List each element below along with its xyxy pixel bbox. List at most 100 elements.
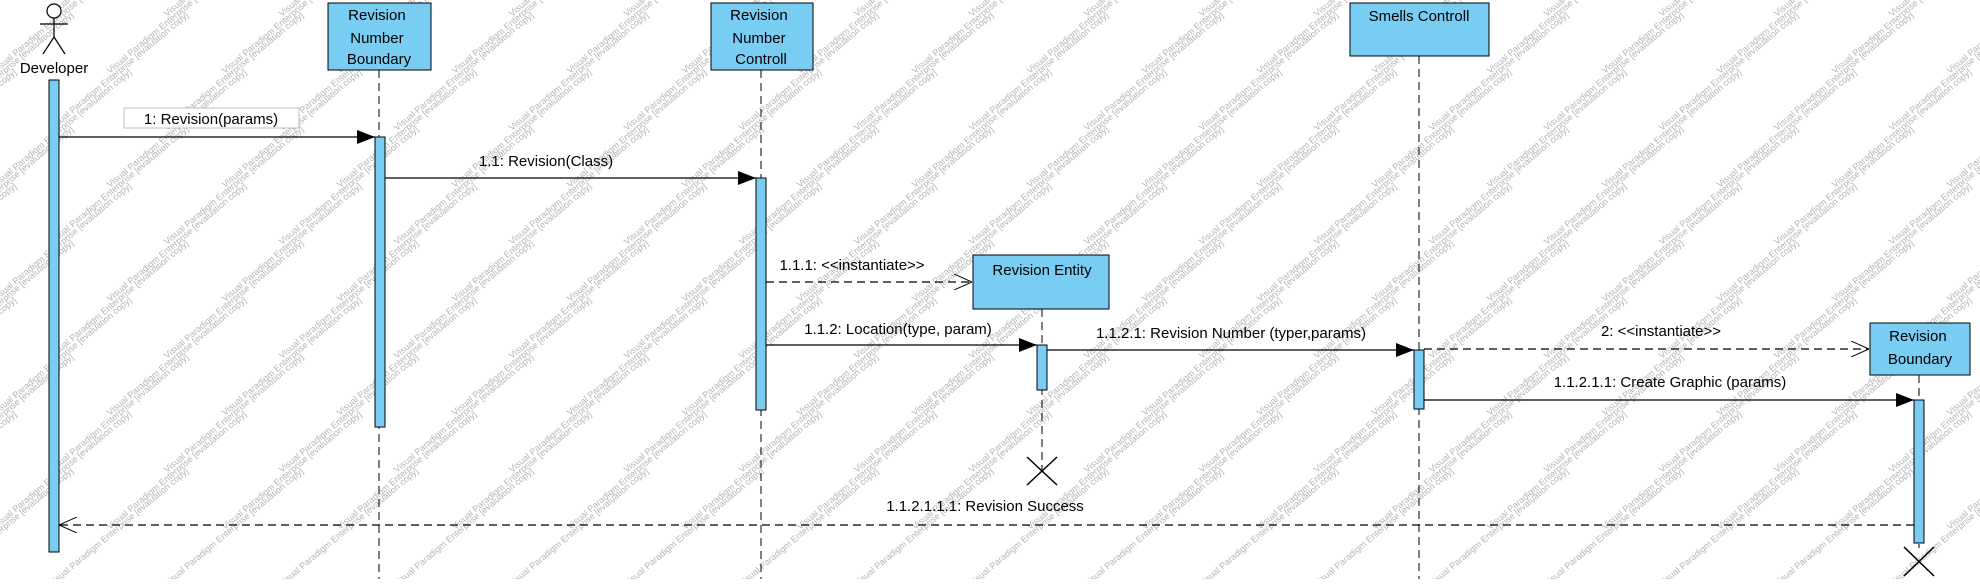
lifeline-head [327,2,432,71]
watermark-text: Visual Paradigm Enterprise [evaluation c… [392,352,536,475]
lifeline-label: Revision Boundary [1888,328,1953,368]
watermark-text: Visual Paradigm Enterprise [evaluation c… [967,10,1111,133]
watermark-text: Visual Paradigm Enterprise [evaluation c… [1657,238,1801,361]
watermark-text: Visual Paradigm Enterprise [evaluation c… [507,238,651,361]
watermark-text: Visual Paradigm Enterprise [evaluation c… [852,352,996,475]
lifeline-label: Revision Number Boundary [347,7,412,68]
message-1-1[interactable]: 1.1: Revision(Class) [385,153,756,185]
watermark-text: Visual Paradigm Enterprise [evaluation c… [392,238,536,361]
watermark-text: Visual Paradigm Enterprise [evaluation c… [1312,352,1456,475]
lifeline-revision-entity[interactable]: Revision Entity [972,254,1110,486]
stick-figure-icon [40,3,68,55]
lifeline-head [1349,2,1490,57]
watermark-text: Visual Paradigm Enterprise [evaluation c… [1427,466,1571,579]
watermark-text: Visual Paradigm Enterprise [evaluation c… [1657,124,1801,247]
watermark-text: Visual Paradigm Enterprise [evaluation c… [47,124,191,247]
watermark-text: Visual Paradigm Enterprise [evaluation c… [852,124,996,247]
watermark-text: Visual Paradigm Enterprise [evaluation c… [1772,124,1916,247]
lifeline-revision-boundary[interactable]: Revision Boundary [1869,322,1971,577]
message-1[interactable]: 1: Revision(params) [59,107,375,144]
message-2[interactable]: 2: <<instantiate>> [1424,323,1869,349]
destroy-marker-icon [1026,456,1058,486]
lifeline-head [972,254,1110,310]
watermark-text: Visual Paradigm Enterprise [evaluation c… [1772,466,1916,579]
watermark-text: Visual Paradigm Enterprise [evaluation c… [1657,10,1801,133]
actor-label: Developer [20,60,88,77]
actor-developer[interactable]: Developer [20,3,88,77]
lifeline-label-line: Revision [1889,328,1947,345]
watermark-text: Visual Paradigm Enterprise [evaluation c… [392,124,536,247]
watermark-text: Visual Paradigm Enterprise [evaluation c… [1542,466,1686,579]
message-label: 1.1: Revision(Class) [479,153,613,170]
message-label-box [123,107,300,129]
watermark-text: Visual Paradigm Enterprise [evaluation c… [1197,124,1341,247]
message-1-1-2-1-1[interactable]: 1.1.2.1.1: Create Graphic (params) [1424,374,1914,407]
watermark-text: Visual Paradigm Enterprise [evaluation c… [1542,238,1686,361]
watermark-text: Visual Paradigm Enterprise [evaluation c… [1657,466,1801,579]
watermark-text: Visual Paradigm Enterprise [evaluation c… [47,352,191,475]
watermark-text: Visual Paradigm Enterprise [evaluation c… [162,238,306,361]
watermark-text: Visual Paradigm Enterprise [evaluation c… [1312,124,1456,247]
lifeline-label: Smells Controll [1369,8,1470,25]
watermark-text: Visual Paradigm Enterprise [evaluation c… [162,466,306,579]
watermark-text: Visual Paradigm Enterprise [evaluation c… [622,466,766,579]
message-1-1-2-1[interactable]: 1.1.2.1: Revision Number (typer,params) [1047,325,1414,357]
message-label: 1.1.1: <<instantiate>> [779,257,924,274]
activation-bar [755,177,767,411]
watermark-text: Visual Paradigm Enterprise [evaluation c… [1772,10,1916,133]
lifeline-label: Revision Number Controll [730,7,792,68]
activation-bar [1913,399,1925,544]
watermark-text: Visual Paradigm Enterprise [evaluation c… [507,466,651,579]
watermark-text: Visual Paradigm Enterprise [evaluation c… [1082,124,1226,247]
watermark-text: Visual Paradigm Enterprise [evaluation c… [1312,466,1456,579]
watermark-text: Visual Paradigm Enterprise [evaluation c… [162,124,306,247]
watermark-text: Visual Paradigm Enterprise [evaluation c… [1082,466,1226,579]
lifeline-label-line: Revision [348,7,406,24]
message-label: 1.1.2.1.1: Create Graphic (params) [1554,374,1787,391]
watermark-text: Visual Paradigm Enterprise [evaluation c… [1542,124,1686,247]
lifeline-label: Revision Entity [992,262,1092,279]
watermark-text: Visual Paradigm Enterprise [evaluation c… [622,124,766,247]
watermark-text: Visual Paradigm Enterprise [evaluation c… [47,466,191,579]
watermark-text: Visual Paradigm Enterprise [evaluation c… [852,466,996,579]
watermark-text: Visual Paradigm Enterprise [evaluation c… [1312,238,1456,361]
activation-bar-developer [48,79,60,553]
message-label: 1.1.2.1: Revision Number (typer,params) [1096,325,1366,342]
lifeline-label-line: Controll [735,51,787,68]
watermark-text: Visual Paradigm Enterprise [evaluation c… [967,124,1111,247]
watermark-text: Visual Paradigm Enterprise [evaluation c… [1197,466,1341,579]
watermark-text: Visual Paradigm Enterprise [evaluation c… [1082,10,1226,133]
message-1-1-2-1-1-1[interactable]: 1.1.2.1.1.1: Revision Success [59,498,1914,525]
watermark-text: Visual Paradigm Enterprise [evaluation c… [1427,238,1571,361]
watermark-text: Visual Paradigm Enterprise [evaluation c… [1427,352,1571,475]
lifeline-revision-number-controll[interactable]: Revision Number Controll [710,2,814,579]
message-1-1-1[interactable]: 1.1.1: <<instantiate>> [766,257,972,282]
watermark-text: Visual Paradigm Enterprise [evaluation c… [1197,352,1341,475]
lifeline-smells-controll[interactable]: Smells Controll [1349,2,1490,579]
watermark-text: Visual Paradigm Enterprise [evaluation c… [277,124,421,247]
watermark-text: Visual Paradigm Enterprise [evaluation c… [392,466,536,579]
watermark-text: Visual Paradigm Enterprise [evaluation c… [1197,238,1341,361]
watermark-text: Visual Paradigm Enterprise [evaluation c… [622,352,766,475]
watermark-text: Visual Paradigm Enterprise [evaluation c… [47,238,191,361]
watermark-text: Visual Paradigm Enterprise [evaluation c… [1542,10,1686,133]
watermark-text: Visual Paradigm Enterprise [evaluation c… [162,352,306,475]
watermark-text: Visual Paradigm Enterprise [evaluation c… [1082,352,1226,475]
watermark-text: Visual Paradigm Enterprise [evaluation c… [277,466,421,579]
activation-bar [1036,344,1048,391]
watermark-text: Visual Paradigm Enterprise [evaluation c… [507,124,651,247]
message-label: 1: Revision(params) [144,111,278,128]
activation-bar [1413,349,1425,410]
message-label: 2: <<instantiate>> [1601,323,1721,340]
lifeline-head [1869,322,1971,376]
watermark-text: Visual Paradigm Enterprise [evaluation c… [852,10,996,133]
message-1-1-2[interactable]: 1.1.2: Location(type, param) [766,321,1037,352]
watermark-text: Visual Paradigm Enterprise [evaluation c… [622,238,766,361]
watermark-text: Visual Paradigm Enterprise [evaluation c… [1657,352,1801,475]
watermark-text: Visual Paradigm Enterprise [evaluation c… [277,352,421,475]
lifeline-revision-number-boundary[interactable]: Revision Number Boundary [327,2,432,579]
lifeline-label-line: Boundary [347,51,412,68]
message-label: 1.1.2: Location(type, param) [804,321,992,338]
